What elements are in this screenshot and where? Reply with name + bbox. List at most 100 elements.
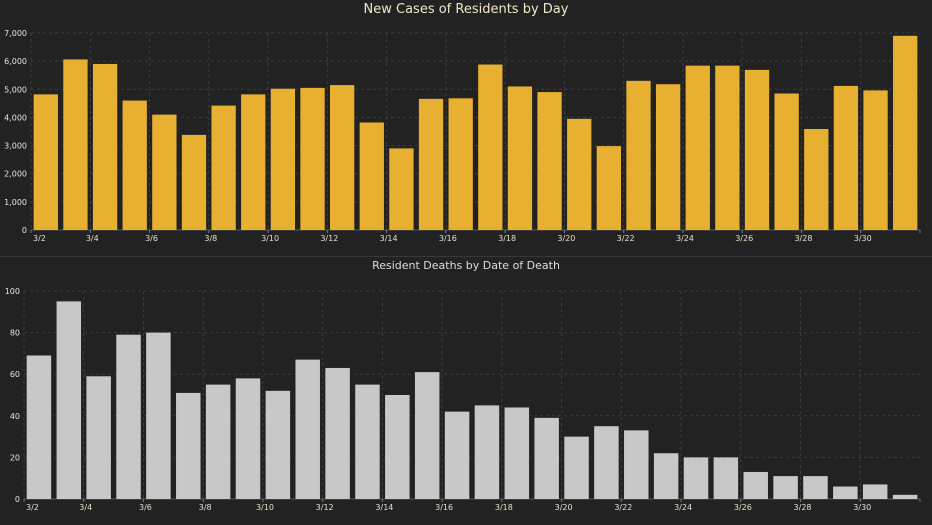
bar-3-28: [803, 476, 828, 499]
bar-3-16: [448, 98, 473, 230]
bar-3-22: [626, 80, 651, 230]
new-cases-chart: New Cases of Residents by Day 0 1,000 2,00…: [0, 0, 932, 256]
bar-3-2: [26, 355, 52, 499]
bar-3-12: [330, 85, 355, 230]
bar-3-17: [478, 64, 503, 231]
x-tick-label: 3/22: [614, 503, 632, 512]
bar-3-23: [655, 84, 681, 230]
x-tick-label: 3/26: [735, 234, 753, 243]
bar-3-21: [596, 146, 621, 230]
x-tick-label: 3/20: [557, 234, 575, 243]
x-tick-label: 3/12: [316, 503, 334, 512]
bar-3-18: [504, 407, 530, 499]
bar-3-28: [804, 128, 829, 230]
chart-title: Resident Deaths by Date of Death: [372, 259, 560, 272]
bar-3-17: [474, 405, 500, 499]
bar-3-11: [300, 87, 325, 230]
y-tick-label: 0: [15, 495, 20, 504]
bar-3-19: [537, 92, 562, 230]
y-tick-label: 60: [10, 370, 20, 379]
bar-3-7: [176, 392, 201, 499]
y-tick-label: 40: [10, 412, 20, 421]
x-tick-label: 3/14: [380, 234, 398, 243]
x-tick-label: 3/6: [145, 234, 158, 243]
bar-3-29: [833, 486, 858, 499]
bar-3-12: [325, 367, 350, 499]
x-tick-label: 3/8: [204, 234, 217, 243]
bar-3-15: [414, 372, 440, 499]
bar-3-22: [624, 430, 649, 499]
bar-3-19: [534, 417, 559, 499]
resident-deaths-plot: 0 20 40 60 80 100 3/2 3/4 3/6 3/8 3/10 3/12 3/14 3/16…: [5, 287, 921, 512]
bar-3-14: [389, 148, 414, 230]
bar-3-24: [683, 457, 709, 499]
bar-3-4: [86, 376, 111, 499]
y-tick-label: 4,000: [4, 113, 27, 122]
x-tick-label: 3/14: [375, 503, 393, 512]
bar-3-26: [744, 69, 770, 230]
bar-3-13: [359, 122, 384, 230]
x-tick-label: 3/2: [26, 503, 39, 512]
x-tick-label: 3/8: [199, 503, 212, 512]
bar-3-15: [418, 98, 444, 231]
y-tick-label: 5,000: [4, 85, 27, 94]
bar-3-10: [265, 390, 291, 499]
bar-3-26: [743, 471, 768, 499]
y-tick-label: 80: [10, 329, 20, 338]
bar-3-6: [152, 114, 177, 230]
bar-3-31: [893, 35, 918, 230]
x-tick-label: 3/10: [256, 503, 274, 512]
resident-deaths-chart: Resident Deaths by Date of Death 0 20 40 60…: [0, 256, 932, 525]
bar-3-23: [653, 453, 679, 499]
y-tick-label: 3,000: [4, 142, 27, 151]
x-tick-label: 3/6: [139, 503, 152, 512]
bar-3-21: [594, 426, 619, 499]
bar-3-8: [205, 384, 231, 499]
y-tick-label: 0: [22, 226, 27, 235]
bar-3-11: [295, 359, 320, 499]
bar-3-25: [715, 65, 740, 230]
x-tick-label: 3/4: [79, 503, 92, 512]
bar-3-2: [33, 94, 58, 230]
bar-3-30: [862, 484, 888, 499]
x-tick-label: 3/12: [320, 234, 338, 243]
bar-3-14: [385, 395, 410, 499]
x-tick-label: 3/10: [261, 234, 279, 243]
bar-3-9: [235, 378, 261, 499]
x-tick-label: 3/20: [555, 503, 573, 512]
y-tick-label: 6,000: [4, 57, 27, 66]
x-tick-label: 3/2: [33, 234, 46, 243]
bar-3-20: [564, 436, 589, 499]
x-tick-label: 3/30: [853, 503, 871, 512]
x-tick-label: 3/28: [794, 503, 812, 512]
x-tick-label: 3/24: [676, 234, 694, 243]
bar-3-4: [92, 63, 118, 231]
bar-3-24: [685, 65, 710, 230]
bar-3-5: [116, 334, 141, 499]
y-tick-label: 100: [5, 287, 20, 296]
x-tick-label: 3/22: [617, 234, 635, 243]
bar-3-27: [774, 93, 799, 230]
x-tick-label: 3/4: [86, 234, 99, 243]
chart-title: New Cases of Residents by Day: [363, 2, 569, 17]
bar-3-7: [181, 134, 207, 230]
bar-3-9: [241, 94, 266, 230]
bar-3-30: [863, 90, 888, 230]
y-tick-label: 7,000: [4, 29, 27, 38]
bar-3-5: [122, 100, 147, 231]
x-tick-label: 3/18: [498, 234, 516, 243]
bar-3-10: [270, 88, 296, 230]
bar-3-3: [63, 59, 88, 230]
x-tick-label: 3/16: [435, 503, 453, 512]
bar-3-6: [146, 332, 171, 499]
x-tick-label: 3/30: [854, 234, 872, 243]
y-tick-label: 2,000: [4, 170, 27, 179]
x-tick-label: 3/16: [439, 234, 457, 243]
bar-3-16: [444, 411, 470, 499]
y-tick-label: 20: [10, 453, 20, 462]
x-tick-label: 3/26: [734, 503, 752, 512]
x-tick-label: 3/28: [794, 234, 812, 243]
bar-3-29: [833, 85, 859, 230]
bar-3-18: [507, 86, 533, 230]
y-tick-label: 1,000: [4, 198, 27, 207]
